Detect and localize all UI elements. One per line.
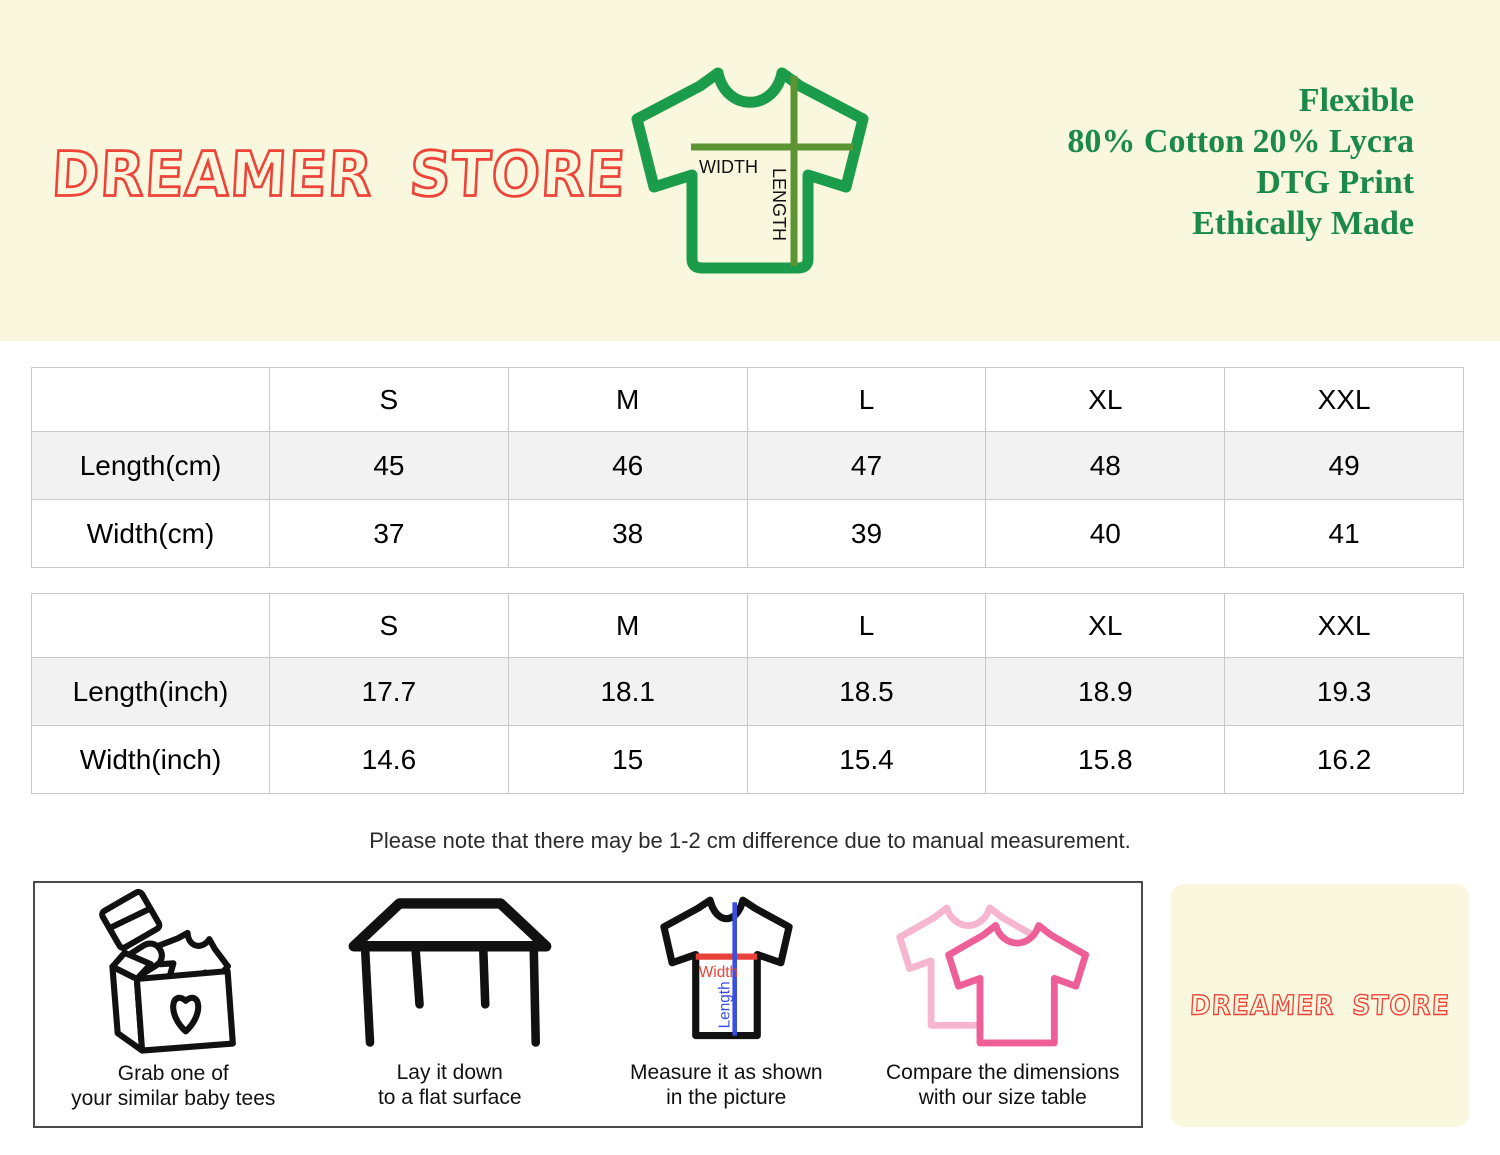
corner-cell <box>31 593 270 658</box>
feature-print: DTG Print <box>1256 164 1414 201</box>
cell-value: 18.1 <box>507 657 748 726</box>
cell-value: 18.9 <box>985 657 1226 726</box>
caption-line: in the picture <box>666 1086 787 1109</box>
caption-line: your similar baby tees <box>71 1087 276 1110</box>
cell-value: 14.6 <box>269 725 509 794</box>
cell-value: 17.7 <box>269 657 509 726</box>
corner-cell <box>31 367 270 432</box>
caption-line: with our size table <box>918 1086 1087 1109</box>
row-label: Length(cm) <box>31 431 270 500</box>
table-row: Length(cm) 45 46 47 48 49 <box>31 431 1464 500</box>
compare-tees-icon <box>890 883 1115 1060</box>
caption-line: to a flat surface <box>377 1086 522 1109</box>
cell-value: 46 <box>507 431 748 500</box>
cell-value: 45 <box>269 431 509 500</box>
store-logo-small: DREAMER STORE <box>1189 989 1452 1022</box>
feature-flexible: Flexible <box>1298 82 1414 119</box>
table-row: Width(cm) 37 38 39 40 41 <box>31 499 1464 568</box>
cell-value: 15 <box>507 725 748 794</box>
col-header-s: S <box>269 593 509 658</box>
cell-value: 41 <box>1224 499 1464 568</box>
cell-value: 15.4 <box>746 725 987 794</box>
step-grab-tee: Grab one of your similar baby tees <box>35 883 312 1126</box>
step-measure: Width Length Measure it as shown in the … <box>588 883 865 1126</box>
size-table-inch: S M L XL XXL Length(inch) 17.7 18.1 18.5… <box>31 593 1464 794</box>
width-label: WIDTH <box>699 157 758 177</box>
feature-fabric: 80% Cotton 20% Lycra <box>1067 123 1414 160</box>
table-row: Length(inch) 17.7 18.1 18.5 18.9 19.3 <box>31 657 1464 726</box>
col-header-xl: XL <box>985 367 1226 432</box>
cell-value: 15.8 <box>985 725 1226 794</box>
measurement-note: Please note that there may be 1-2 cm dif… <box>369 828 1131 853</box>
caption-line: Measure it as shown <box>629 1061 823 1084</box>
footer-brand-badge: DREAMER STORE <box>1171 884 1469 1127</box>
fabric-features: Flexible 80% Cotton 20% Lycra DTG Print … <box>1067 80 1414 244</box>
col-header-m: M <box>507 367 748 432</box>
step-lay-flat: Lay it down to a flat surface <box>312 883 589 1126</box>
cell-value: 18.5 <box>746 657 987 726</box>
width-label: Width <box>699 964 738 981</box>
step-compare: Compare the dimensions with our size tab… <box>865 883 1142 1126</box>
table-icon <box>340 883 560 1060</box>
caption-line: Lay it down <box>396 1061 503 1084</box>
length-label: Length <box>716 981 733 1028</box>
row-label: Width(inch) <box>31 725 270 794</box>
feature-ethical: Ethically Made <box>1192 205 1414 242</box>
table-row: S M L XL XXL <box>31 593 1464 658</box>
size-table-cm: S M L XL XXL Length(cm) 45 46 47 48 49 W… <box>31 367 1464 568</box>
table-row: S M L XL XXL <box>31 367 1464 432</box>
col-header-xl: XL <box>985 593 1226 658</box>
table-row: Width(inch) 14.6 15 15.4 15.8 16.2 <box>31 725 1464 794</box>
step-caption: Lay it down to a flat surface <box>378 1060 522 1110</box>
row-label: Width(cm) <box>31 499 270 568</box>
cell-value: 39 <box>746 499 987 568</box>
caption-line: Compare the dimensions <box>886 1061 1120 1084</box>
row-label: Length(inch) <box>31 657 270 726</box>
col-header-l: L <box>746 593 987 658</box>
measure-tee-icon: Width Length <box>644 883 809 1060</box>
step-caption: Compare the dimensions with our size tab… <box>886 1060 1119 1110</box>
step-caption: Measure it as shown in the picture <box>630 1060 823 1110</box>
col-header-m: M <box>507 593 748 658</box>
col-header-xxl: XXL <box>1224 367 1464 432</box>
length-label: LENGTH <box>769 168 789 241</box>
cell-value: 19.3 <box>1224 657 1464 726</box>
cell-value: 49 <box>1224 431 1464 500</box>
cell-value: 40 <box>985 499 1226 568</box>
banner: DREAMER STORE WIDTH LENGTH Flexible 80% … <box>0 0 1500 341</box>
cell-value: 48 <box>985 431 1226 500</box>
col-header-xxl: XXL <box>1224 593 1464 658</box>
cell-value: 16.2 <box>1224 725 1464 794</box>
cell-value: 38 <box>507 499 748 568</box>
caption-line: Grab one of <box>117 1062 229 1085</box>
col-header-l: L <box>746 367 987 432</box>
step-caption: Grab one of your similar baby tees <box>71 1061 275 1111</box>
box-of-tees-icon <box>86 883 261 1061</box>
col-header-s: S <box>269 367 509 432</box>
store-logo: DREAMER STORE <box>49 138 629 212</box>
cell-value: 47 <box>746 431 987 500</box>
measuring-instructions-box: Grab one of your similar baby tees Lay i… <box>33 881 1143 1128</box>
tshirt-measure-diagram-icon: WIDTH LENGTH <box>631 67 869 274</box>
tee-outline <box>631 67 869 274</box>
cell-value: 37 <box>269 499 509 568</box>
